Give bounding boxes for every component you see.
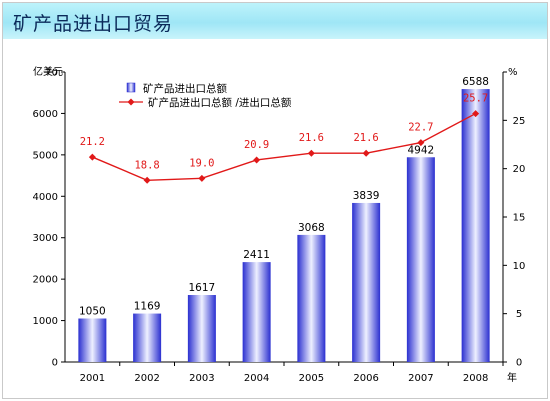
bar	[352, 202, 381, 362]
ratio-point	[472, 110, 480, 118]
legend-line-marker	[127, 98, 135, 106]
left-tick-label: 6000	[33, 109, 58, 120]
right-axis-ticks: 0 5 10 15 20 25	[503, 71, 526, 369]
ratio-point	[143, 176, 151, 184]
title-band: 矿产品进出口贸易	[3, 3, 547, 39]
left-tick-label: 0	[52, 358, 58, 369]
bar	[187, 295, 216, 362]
bar-value-label: 1617	[189, 282, 216, 294]
bar-value-label: 2411	[243, 249, 270, 261]
right-tick-label: 20	[513, 164, 526, 175]
bar	[406, 157, 435, 362]
left-tick-label: 3000	[33, 233, 58, 244]
ratio-value-label: 25.7	[463, 93, 488, 105]
bar-value-label: 4942	[408, 144, 435, 156]
bar-value-label: 3839	[353, 190, 380, 202]
x-tick-label: 2005	[299, 373, 324, 384]
x-axis-unit: 年	[507, 371, 517, 384]
legend-bar-swatch	[126, 82, 136, 93]
ratio-point	[307, 149, 315, 157]
ratio-value-label: 21.6	[299, 132, 324, 144]
bar-value-label: 1050	[79, 306, 106, 318]
legend-line-label: 矿产品进出口总额 /进出口总额	[148, 96, 292, 109]
x-tick-label: 2004	[244, 373, 269, 384]
right-tick-label: 10	[513, 261, 526, 272]
bar-value-labels: 1050 1169 1617 2411 3068 3839 4942 6588	[79, 76, 489, 317]
left-tick-label: 1000	[33, 316, 58, 327]
x-tick-label: 2001	[80, 373, 105, 384]
left-tick-label: 2000	[33, 275, 58, 286]
right-tick-label: 15	[513, 213, 526, 224]
bar	[242, 262, 271, 362]
bar	[461, 89, 490, 362]
bar-series	[78, 89, 490, 362]
chart-svg: 亿美元 % 年 矿产品进出口总额 矿产品进出口总额 /进出口总额 0 1000 20…	[33, 65, 526, 384]
ratio-value-label: 20.9	[244, 139, 269, 151]
x-tick-label: 2007	[408, 373, 433, 384]
right-tick-label: 25	[513, 116, 526, 127]
left-tick-label: 70	[45, 68, 58, 79]
ratio-value-label: 18.8	[134, 159, 159, 171]
left-tick-label: 4000	[33, 192, 58, 203]
ratio-value-label: 21.6	[353, 132, 378, 144]
left-tick-label: 5000	[33, 150, 58, 161]
bar	[297, 234, 326, 362]
page-title: 矿产品进出口贸易	[13, 13, 174, 35]
ratio-line	[92, 112, 476, 181]
bar	[133, 313, 162, 362]
bar-value-label: 6588	[462, 76, 489, 88]
x-tick-label: 2003	[189, 373, 214, 384]
left-axis-ticks: 0 1000 2000 3000 4000 5000 6000 70	[33, 68, 65, 369]
ratio-value-label: 19.0	[189, 157, 214, 169]
right-axis-unit: %	[508, 67, 518, 78]
x-tick-label: 2002	[134, 373, 159, 384]
ratio-point	[362, 149, 370, 157]
ratio-point	[253, 156, 261, 164]
x-axis-ticks: 2001 2002 2003 2004 2005 2006 2007 2008	[80, 362, 504, 384]
ratio-point	[417, 139, 425, 147]
ratio-value-label: 22.7	[408, 122, 433, 134]
ratio-line-series	[88, 110, 480, 184]
ratio-point	[88, 153, 96, 161]
left-axis-unit: 亿美元	[33, 65, 63, 78]
legend-bar-label: 矿产品进出口总额	[143, 82, 227, 95]
x-tick-label: 2008	[463, 373, 488, 384]
ratio-value-label: 21.2	[80, 136, 105, 148]
right-tick-label: 0	[516, 358, 522, 369]
ratio-value-labels: 21.2 18.8 19.0 20.9 21.6 21.6 22.7 25.7	[80, 93, 489, 172]
right-tick-label: 5	[516, 309, 522, 320]
x-tick-label: 2006	[353, 373, 378, 384]
bar-value-label: 1169	[134, 301, 161, 313]
bar	[78, 318, 107, 362]
legend: 矿产品进出口总额 矿产品进出口总额 /进出口总额	[119, 82, 292, 109]
ratio-point	[198, 174, 206, 182]
bar-value-label: 3068	[298, 222, 325, 234]
